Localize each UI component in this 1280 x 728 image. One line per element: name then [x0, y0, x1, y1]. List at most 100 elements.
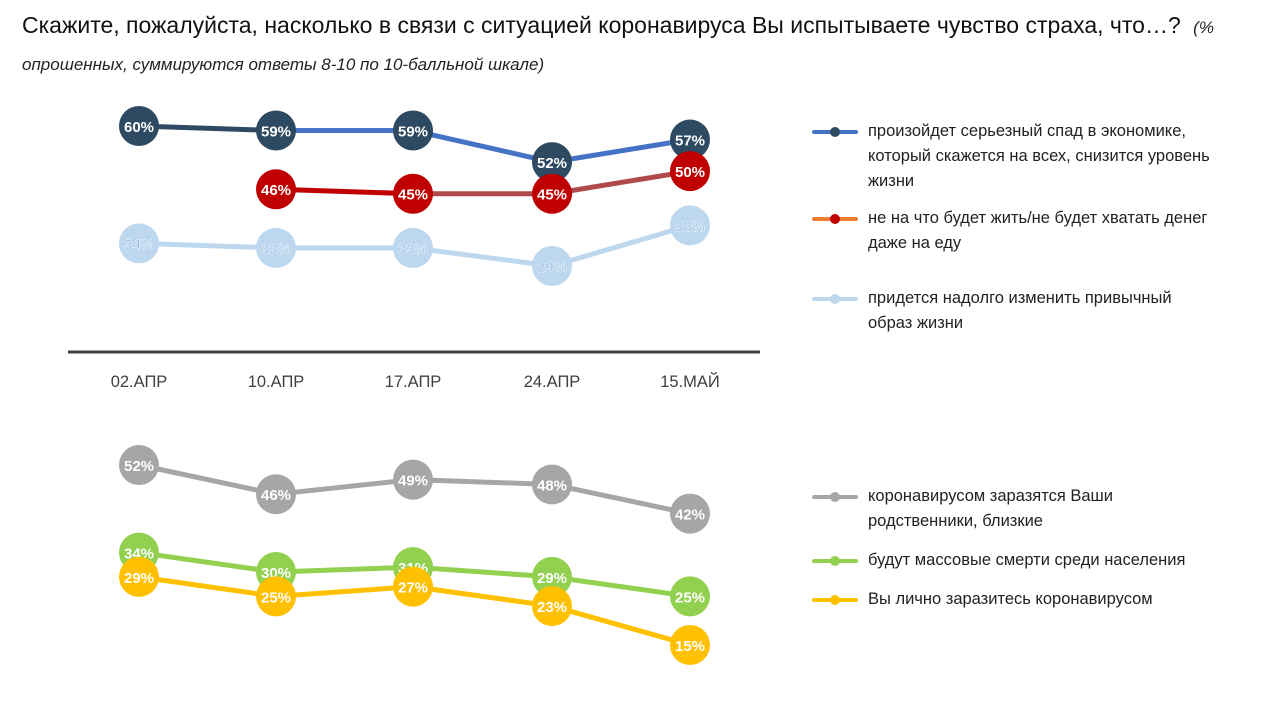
data-label: 46% — [261, 487, 291, 504]
data-point-marker — [256, 227, 296, 268]
legend-label: придется надолго изменить привычный обра… — [868, 289, 1172, 332]
data-point-marker — [670, 625, 710, 665]
data-label: 33% — [398, 241, 428, 258]
data-point-marker — [532, 464, 572, 505]
data-label: 48% — [537, 477, 567, 494]
data-label: 29% — [124, 570, 154, 587]
series-line-segment — [136, 240, 279, 251]
legend-dot — [830, 491, 840, 502]
data-point-marker — [532, 586, 572, 627]
legend-top: произойдет серьезный спад в экономике, к… — [812, 119, 1212, 336]
legend-dot — [830, 293, 840, 304]
data-point-marker — [393, 459, 433, 500]
series-line-segment — [410, 128, 555, 165]
series-line-segment — [136, 123, 279, 134]
data-point-marker — [119, 223, 159, 264]
series-line-segment — [410, 245, 555, 269]
series-line-segment — [549, 574, 693, 599]
data-label: 45% — [537, 187, 567, 204]
data-label: 57% — [675, 133, 705, 150]
legend-item: коронавирусом заразятся Ваши родственник… — [812, 484, 1212, 534]
data-label: 42% — [675, 507, 705, 524]
data-point-marker — [532, 246, 572, 286]
series-line-segment — [549, 137, 693, 165]
series-line-segment — [410, 477, 555, 487]
data-label: 60% — [124, 119, 154, 136]
data-point-marker — [256, 474, 296, 515]
series-line-segment — [273, 477, 416, 497]
data-label: 52% — [124, 458, 154, 475]
legend-dot — [830, 126, 840, 137]
series-line-segment — [549, 168, 693, 197]
series-line-segment — [549, 603, 693, 648]
data-point-marker — [532, 556, 572, 597]
series-line-segment — [136, 550, 279, 575]
data-label: 45% — [398, 187, 428, 204]
x-tick-label: 24.АПР — [524, 373, 581, 391]
data-point-marker — [393, 173, 433, 214]
data-label: 50% — [675, 164, 705, 181]
data-point-marker — [119, 445, 159, 485]
series-line-segment — [410, 584, 555, 609]
series-line-segment — [273, 186, 416, 197]
data-label: 29% — [537, 570, 567, 587]
chart-subtitle: (% опрошенных, суммируются ответы 8-10 п… — [22, 18, 1214, 74]
data-label: 46% — [261, 182, 291, 199]
data-label: 27% — [398, 580, 428, 597]
data-label: 15% — [675, 638, 705, 655]
data-label: 34% — [124, 236, 154, 253]
series-line-segment — [549, 222, 693, 269]
data-label: 30% — [261, 565, 291, 582]
data-point-marker — [256, 576, 296, 617]
legend-item: не на что будет жить/не будет хватать де… — [812, 206, 1212, 256]
legend-swatch — [812, 491, 858, 502]
data-point-marker — [670, 205, 710, 246]
chart-title: Скажите, пожалуйста, насколько в связи с… — [22, 8, 1262, 82]
data-point-marker — [393, 227, 433, 268]
data-point-marker — [256, 110, 296, 151]
data-label: 52% — [537, 155, 567, 172]
series-line-segment — [273, 564, 416, 575]
x-tick-label: 10.АПР — [248, 373, 305, 391]
series-line-segment — [273, 584, 416, 599]
series-line-segment — [410, 564, 555, 580]
legend-swatch — [812, 126, 858, 137]
data-point-marker — [670, 151, 710, 192]
data-label: 38% — [675, 218, 705, 235]
legend-label: Вы лично заразитесь коронавирусом — [868, 590, 1153, 608]
legend-item: произойдет серьезный спад в экономике, к… — [812, 119, 1212, 194]
legend-item: Вы лично заразитесь коронавирусом — [812, 587, 1212, 612]
data-point-marker — [393, 110, 433, 151]
legend-label: коронавирусом заразятся Ваши родственник… — [868, 487, 1113, 530]
legend-dot — [830, 555, 840, 566]
legend-label: будут массовые смерти среди населения — [868, 551, 1186, 569]
legend-swatch — [812, 293, 858, 304]
series-line-segment — [136, 574, 279, 599]
x-tick-label: 02.АПР — [111, 373, 168, 391]
data-point-marker — [256, 169, 296, 210]
data-point-marker — [532, 173, 572, 214]
data-point-marker — [119, 106, 159, 146]
title-text: Скажите, пожалуйста, насколько в связи с… — [22, 12, 1181, 38]
data-label: 33% — [261, 241, 291, 258]
data-point-marker — [393, 566, 433, 607]
data-label: 23% — [537, 599, 567, 616]
data-label: 25% — [675, 589, 705, 606]
data-point-marker — [119, 556, 159, 597]
data-point-marker — [670, 493, 710, 534]
legend-label: произойдет серьезный спад в экономике, к… — [868, 122, 1210, 190]
x-tick-label: 17.АПР — [385, 373, 442, 391]
legend-item: будут массовые смерти среди населения — [812, 548, 1212, 573]
legend-swatch — [812, 555, 858, 566]
legend-swatch — [812, 594, 858, 605]
data-label: 29% — [537, 259, 567, 276]
legend-swatch — [812, 213, 858, 224]
legend-bottom: коронавирусом заразятся Ваши родственник… — [812, 484, 1212, 612]
legend-dot — [830, 594, 840, 605]
series-line-segment — [136, 462, 279, 497]
legend-dot — [830, 213, 840, 224]
data-point-marker — [670, 576, 710, 617]
data-label: 25% — [261, 589, 291, 606]
data-label: 34% — [124, 546, 154, 563]
